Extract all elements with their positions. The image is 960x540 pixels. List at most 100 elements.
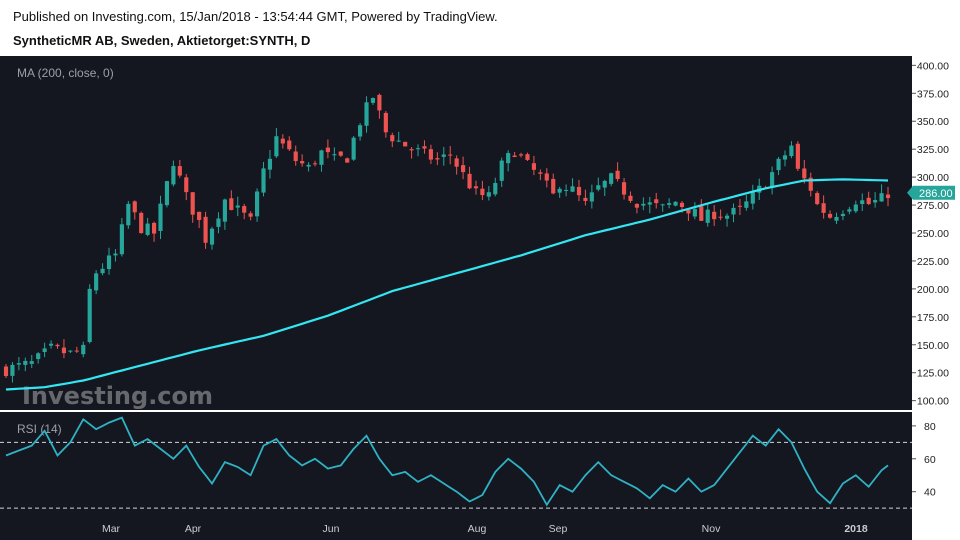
candle [827,210,833,219]
candle [48,340,54,349]
chart-header: Published on Investing.com, 15/Jan/2018 … [0,0,960,56]
candle [596,177,601,192]
candle [10,361,15,383]
candle [55,343,60,349]
rsi-panel: RSI (14) [0,416,912,509]
candle [789,141,794,159]
candle [319,149,324,172]
candle [145,217,150,237]
candle [261,161,266,197]
candle [325,139,330,159]
price-tick-label: 300.00 [917,172,949,184]
candle [551,173,556,195]
candle [737,199,743,216]
candle [345,157,350,163]
price-tick-label: 175.00 [917,312,949,324]
candle [300,154,305,167]
candle [81,341,86,358]
candle [351,135,356,161]
last-price-label: 286.00 [919,188,953,200]
price-tick-label: 350.00 [917,116,949,128]
candle [866,191,871,206]
candle [242,203,247,220]
candle [216,212,221,234]
candle [3,363,9,378]
candle [171,160,176,187]
candle [158,195,163,240]
candle [332,147,337,161]
candle [113,249,118,262]
price-tick-label: 100.00 [917,396,949,408]
candle [544,168,549,188]
candle [197,211,202,229]
candle [473,180,479,195]
candle [557,186,562,198]
rsi-tick-label: 60 [924,454,936,466]
candle [499,157,504,187]
candle [782,150,788,167]
candle [879,184,884,202]
candle [280,134,285,149]
price-tick-label: 325.00 [917,144,949,156]
candle [686,210,691,221]
candle [724,213,730,227]
candle [235,196,240,217]
candle [370,97,376,105]
rsi-tick-label: 80 [924,421,936,433]
candle [364,96,369,133]
rsi-axis: 40 60 80 [912,421,936,499]
candle [377,93,382,119]
candle [467,166,472,190]
price-chart[interactable]: Investing.com MA (200, close, 0) RSI (14… [0,56,960,540]
candle [589,184,594,209]
candle [667,198,672,209]
symbol-title: SyntheticMR AB, Sweden, Aktietorget:SYNT… [13,33,311,48]
candle [692,202,697,220]
candle [454,155,459,175]
time-tick-label: Jun [323,523,340,535]
candle [673,201,678,207]
candle [274,128,279,159]
price-panel: Investing.com MA (200, close, 0) [3,66,891,410]
candle [358,123,363,141]
candle [222,198,227,230]
candle [486,186,491,201]
candle [808,172,813,197]
candle [94,270,99,295]
price-tick-label: 200.00 [917,284,949,296]
candle [699,199,704,222]
candle [744,195,749,211]
candle [628,191,633,203]
price-tick-label: 225.00 [917,256,949,268]
candle [654,192,659,209]
candle [448,146,453,165]
candle [422,140,427,154]
candle [506,150,511,172]
rsi-line [5,416,889,507]
candle [306,162,311,172]
time-tick-label: Mar [102,523,121,535]
candle [248,211,253,221]
time-tick-label: 2018 [844,523,868,535]
rsi-tick-label: 40 [924,487,936,499]
ma-indicator-label: MA (200, close, 0) [17,66,114,80]
plot-background [0,56,912,540]
published-line: Published on Investing.com, 15/Jan/2018 … [13,9,498,24]
candle [441,146,446,166]
candle [493,177,498,197]
candle [731,203,736,223]
candle [119,217,124,257]
candle [190,192,195,223]
candle [615,162,620,182]
candle [621,177,627,200]
candle [847,206,852,215]
candle [267,149,273,179]
candle [403,141,408,147]
last-price-tag: 286.00 [907,185,955,200]
candle [151,221,157,242]
candle [100,263,105,276]
candle [61,339,67,359]
candle [641,197,646,211]
candle [570,178,575,193]
price-tick-label: 125.00 [917,368,949,380]
